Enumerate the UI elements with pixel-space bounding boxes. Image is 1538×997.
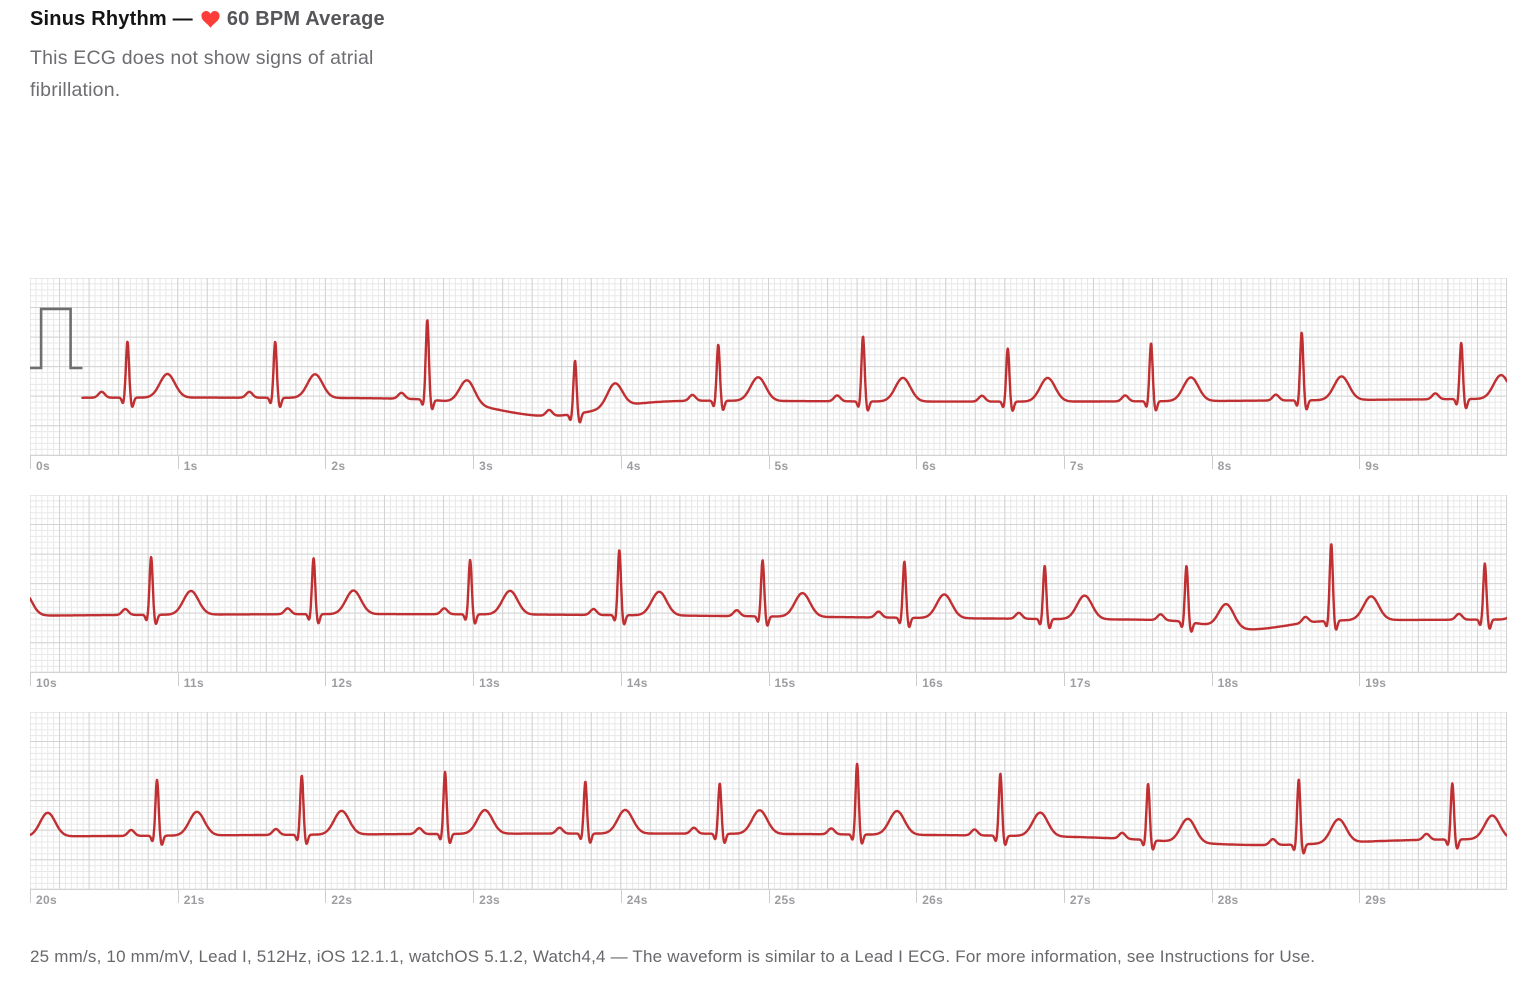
time-tick-label: 14s	[626, 676, 648, 690]
time-tick-label: 6s	[922, 459, 937, 473]
time-tick-label: 11s	[183, 676, 204, 690]
time-tick	[473, 673, 475, 686]
time-tick-label: 8s	[1217, 459, 1232, 473]
time-tick-label: 27s	[1069, 893, 1091, 907]
time-tick	[1063, 890, 1065, 903]
time-tick-label: 10s	[36, 676, 57, 690]
time-tick	[177, 456, 179, 469]
time-tick	[1063, 673, 1065, 686]
time-tick-label: 7s	[1069, 459, 1084, 473]
time-tick-label: 16s	[922, 676, 944, 690]
time-tick	[473, 890, 475, 903]
time-tick	[1211, 456, 1213, 469]
time-tick	[1359, 456, 1361, 469]
bpm-average: 60 BPM Average	[226, 8, 385, 30]
result-description: This ECG does not show signs of atrial f…	[30, 47, 374, 101]
ecg-waveform-svg-1	[30, 278, 1507, 456]
ecg-strip-2: 10s 11s 12s 13s 14s 15s 16s 17s 18s 19s	[30, 495, 1507, 697]
time-tick-label: 17s	[1069, 676, 1091, 690]
calibration-pulse	[30, 307, 83, 370]
ecg-strips: 0s 1s 2s 3s 4s 5s 6s 7s 8s 9s 10s 11s 12s 13s 14s 15s 1…	[30, 278, 1507, 914]
time-tick	[30, 456, 31, 469]
ecg-strip-3: 20s 21s 22s 23s 24s 25s 26s 27s 28s 29s	[30, 712, 1507, 914]
time-tick	[620, 673, 622, 686]
grid-major-lines	[30, 495, 1507, 673]
time-tick-label: 3s	[479, 459, 494, 473]
time-tick-label: 29s	[1365, 893, 1387, 907]
time-tick-label: 26s	[922, 893, 944, 907]
time-tick	[473, 456, 475, 469]
ecg-waveform-svg-3	[30, 712, 1507, 890]
time-tick-label: 1s	[183, 459, 198, 473]
time-tick	[177, 673, 179, 686]
time-tick	[177, 890, 179, 903]
time-tick	[768, 456, 770, 469]
time-tick	[768, 673, 770, 686]
time-tick	[768, 890, 770, 903]
time-tick	[325, 673, 327, 686]
rhythm-classification: Sinus Rhythm —	[30, 8, 193, 30]
time-tick	[620, 890, 622, 903]
time-tick	[325, 456, 327, 469]
ecg-trace	[30, 543, 1507, 633]
time-tick-label: 18s	[1217, 676, 1239, 690]
heart-icon	[201, 11, 220, 28]
time-tick-label: 28s	[1217, 893, 1239, 907]
time-axis-1: 0s 1s 2s 3s 4s 5s 6s 7s 8s 9s	[30, 456, 1507, 480]
time-tick	[916, 890, 918, 903]
grid-major-lines	[30, 712, 1507, 890]
ecg-waveform-svg-2	[30, 495, 1507, 673]
time-tick-label: 2s	[331, 459, 346, 473]
time-tick-label: 20s	[36, 893, 57, 907]
time-tick-label: 4s	[626, 459, 641, 473]
ecg-trace	[30, 762, 1507, 855]
time-tick-label: 0s	[36, 459, 50, 473]
time-tick	[1063, 456, 1065, 469]
time-axis-3: 20s 21s 22s 23s 24s 25s 26s 27s 28s 29s	[30, 890, 1507, 914]
time-tick-label: 22s	[331, 893, 353, 907]
time-tick	[1359, 673, 1361, 686]
time-tick	[620, 456, 622, 469]
time-tick-label: 13s	[479, 676, 501, 690]
time-tick	[1211, 673, 1213, 686]
time-tick-label: 12s	[331, 676, 353, 690]
time-tick-label: 19s	[1365, 676, 1387, 690]
time-tick	[30, 890, 31, 903]
time-tick-label: 15s	[774, 676, 796, 690]
page-title: Sinus Rhythm — 60 BPM Average	[30, 6, 1507, 32]
time-tick	[325, 890, 327, 903]
time-tick	[1359, 890, 1361, 903]
time-tick	[1211, 890, 1213, 903]
time-tick-label: 24s	[626, 893, 648, 907]
ecg-strip-1: 0s 1s 2s 3s 4s 5s 6s 7s 8s 9s	[30, 278, 1507, 480]
grid-major-lines	[30, 278, 1507, 456]
footer-note: 25 mm/s, 10 mm/mV, Lead I, 512Hz, iOS 12…	[30, 947, 1316, 966]
time-tick-label: 25s	[774, 893, 796, 907]
time-tick-label: 9s	[1365, 459, 1380, 473]
time-tick	[916, 673, 918, 686]
time-tick-label: 5s	[774, 459, 789, 473]
ecg-trace	[81, 319, 1507, 424]
time-tick	[916, 456, 918, 469]
time-tick	[30, 673, 31, 686]
time-tick-label: 21s	[183, 893, 205, 907]
time-tick-label: 23s	[479, 893, 501, 907]
time-axis-2: 10s 11s 12s 13s 14s 15s 16s 17s 18s 19s	[30, 673, 1507, 697]
